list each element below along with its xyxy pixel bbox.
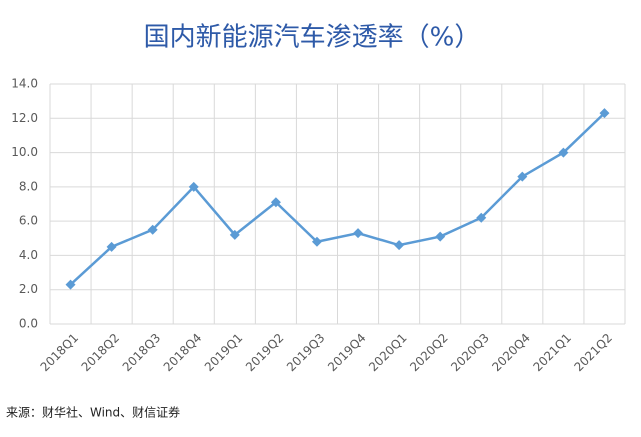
point	[188, 181, 199, 192]
y-tick-label: 0.0	[19, 317, 38, 331]
x-tick-label: 2020Q3	[448, 331, 492, 375]
x-tick-label: 2018Q2	[79, 331, 123, 375]
point	[270, 197, 281, 208]
x-tick-label: 2020Q1	[366, 331, 410, 375]
point	[65, 279, 76, 290]
x-tick-label: 2018Q3	[120, 331, 164, 375]
x-tick-label: 2019Q2	[243, 331, 287, 375]
x-tick-label: 2019Q4	[325, 331, 369, 375]
y-tick-label: 6.0	[19, 214, 38, 228]
point	[147, 224, 158, 235]
point	[353, 228, 364, 239]
x-tick-label: 2018Q4	[161, 331, 205, 375]
point	[394, 240, 405, 251]
y-tick-label: 8.0	[19, 179, 38, 193]
series-line	[69, 112, 606, 286]
x-tick-label: 2019Q1	[202, 331, 246, 375]
point	[517, 171, 528, 182]
y-tick-label: 2.0	[19, 282, 38, 296]
x-tick-label: 2020Q2	[407, 331, 451, 375]
point	[558, 147, 569, 158]
x-tick-label: 2021Q2	[571, 331, 615, 375]
x-tick-label: 2018Q1	[38, 331, 82, 375]
point	[311, 236, 322, 247]
point	[435, 231, 446, 242]
y-tick-label: 12.0	[11, 111, 38, 125]
x-tick-label: 2020Q4	[489, 331, 533, 375]
x-tick-label: 2019Q3	[284, 331, 328, 375]
x-tick-label: 2021Q1	[530, 331, 574, 375]
point	[106, 241, 117, 252]
y-tick-label: 10.0	[11, 145, 38, 159]
point	[476, 212, 487, 223]
point	[599, 108, 610, 119]
y-tick-label: 4.0	[19, 248, 38, 262]
source-note: 来源：财华社、Wind、财信证券	[6, 405, 180, 420]
y-tick-label: 14.0	[11, 77, 38, 91]
point	[229, 229, 240, 240]
chart-title: 国内新能源汽车渗透率（%）	[144, 23, 481, 53]
